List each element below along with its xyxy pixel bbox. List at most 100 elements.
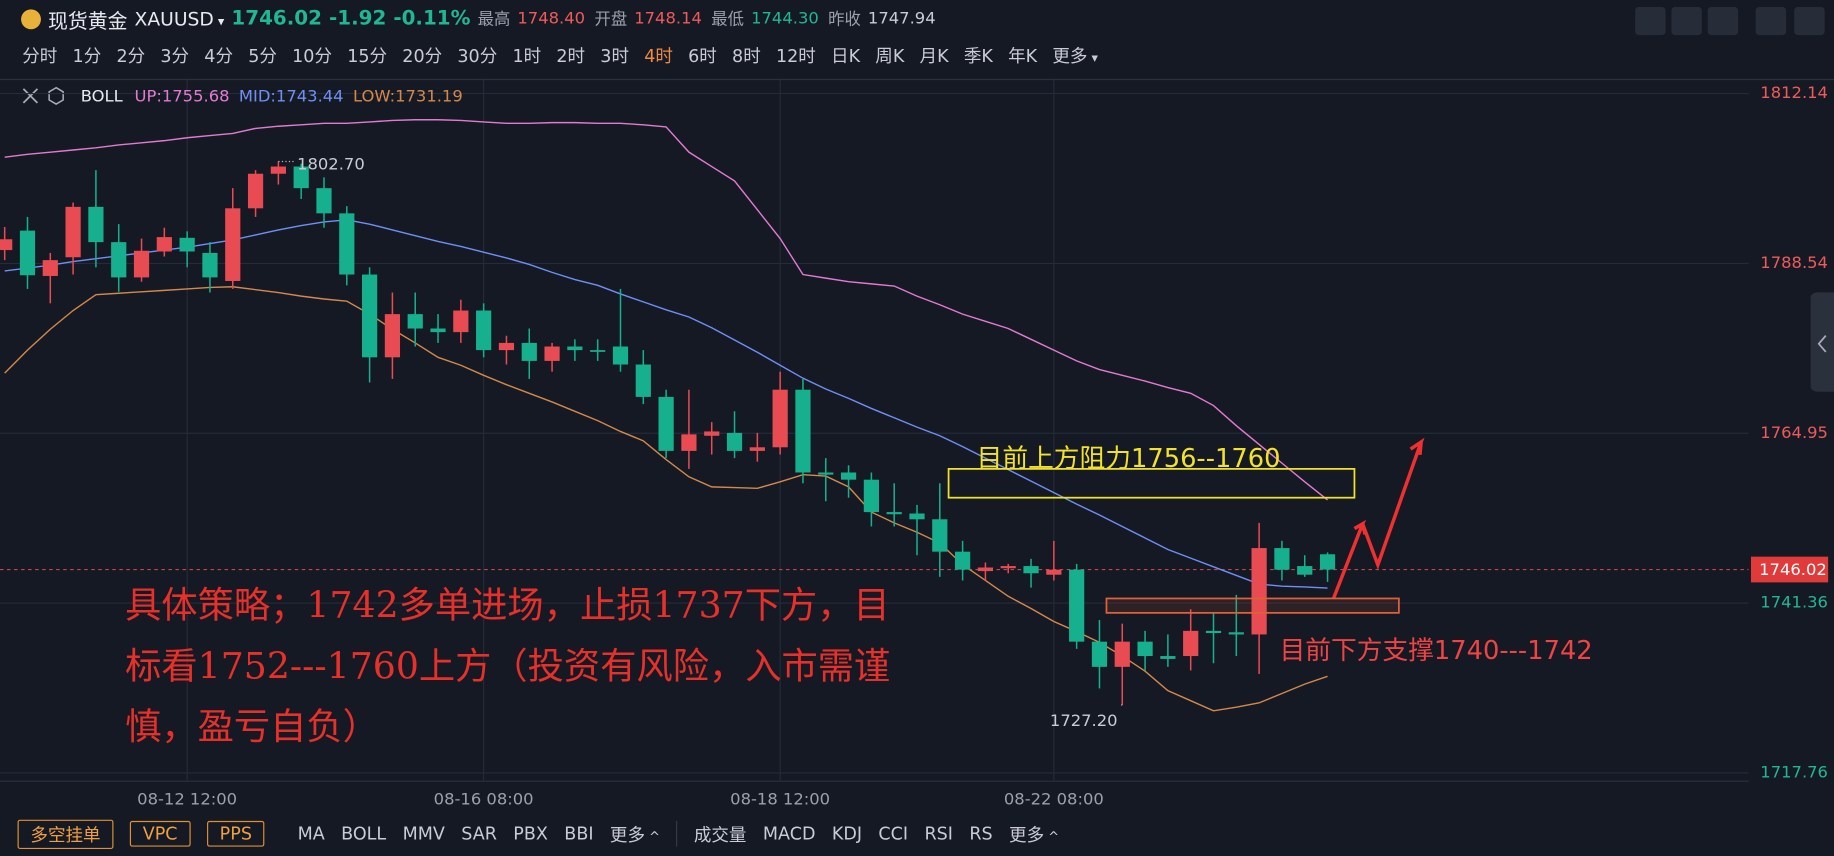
- timeframe[interactable]: 2分: [116, 45, 146, 67]
- indicator[interactable]: SAR: [461, 823, 497, 845]
- extreme-label: 1727.20: [1050, 711, 1118, 730]
- timeframe[interactable]: 12时: [775, 45, 816, 67]
- timeframe[interactable]: 更多: [1052, 43, 1098, 68]
- timeframe[interactable]: 3时: [600, 45, 629, 67]
- timeframe[interactable]: 8时: [732, 45, 761, 67]
- strategy-text: 具体策略；1742多单进场，止损1737下方，目: [125, 584, 890, 627]
- tool-icon[interactable]: [1635, 7, 1666, 36]
- plot: [0, 79, 1749, 782]
- close-icon[interactable]: [1794, 7, 1825, 36]
- timeframe[interactable]: 1分: [72, 45, 102, 67]
- tool-icon[interactable]: [1707, 7, 1739, 36]
- candle-body: [407, 314, 423, 329]
- y-tick-label: 1764.95: [1760, 423, 1828, 442]
- candle-body: [133, 250, 150, 278]
- indicator[interactable]: BOLL: [341, 823, 387, 845]
- candle-body: [179, 237, 195, 252]
- indicator[interactable]: 成交量: [693, 823, 747, 845]
- indicator[interactable]: KDJ: [831, 823, 863, 845]
- indicator[interactable]: BBI: [564, 823, 594, 845]
- candle-body: [1069, 569, 1085, 642]
- indicator-value: UP:1755.68: [135, 87, 230, 106]
- indicator[interactable]: RS: [969, 823, 993, 845]
- candle-body: [840, 472, 857, 480]
- candle-body: [1000, 566, 1016, 569]
- quote-change: -1.92: [328, 7, 387, 31]
- timeframe[interactable]: 年K: [1008, 45, 1038, 67]
- close-indicator[interactable]: [22, 88, 39, 104]
- stat-label: 最低: [711, 10, 745, 30]
- timeframe[interactable]: 4分: [204, 45, 233, 67]
- candle-body: [1091, 641, 1108, 667]
- x-tick-label: 08-18 12:00: [730, 789, 830, 808]
- timeframe[interactable]: 10分: [292, 45, 332, 67]
- candle-body: [270, 166, 286, 174]
- zone-label: 目前上方阻力1756--1760: [977, 444, 1281, 474]
- candle-body: [544, 346, 560, 361]
- timeframe[interactable]: 4时: [644, 45, 673, 67]
- candle-body: [977, 567, 994, 572]
- candle-body: [909, 513, 925, 520]
- candle-body: [1114, 641, 1130, 667]
- button[interactable]: VPC: [129, 820, 191, 847]
- candle-body: [681, 434, 697, 451]
- candle-body: [339, 213, 355, 275]
- indicator[interactable]: RSI: [924, 823, 953, 845]
- candle-body: [567, 346, 583, 351]
- candle-body: [658, 396, 674, 451]
- candle-body: [612, 346, 629, 365]
- candle-body: [293, 166, 309, 189]
- indicator-value: MID:1743.44: [239, 87, 344, 106]
- candle-body: [521, 342, 537, 361]
- timeframe[interactable]: 6时: [688, 45, 717, 67]
- timeframe[interactable]: 30分: [457, 45, 498, 67]
- settings-icon[interactable]: [48, 86, 64, 105]
- x-tick-label: 08-16 08:00: [434, 789, 534, 808]
- timeframe[interactable]: 3分: [160, 45, 190, 67]
- trend-arrow: [1331, 437, 1425, 600]
- stat-value: 1748.14: [634, 9, 702, 29]
- button[interactable]: PPS: [206, 820, 265, 847]
- timeframe[interactable]: 分时: [22, 45, 58, 67]
- tool-icon[interactable]: [1755, 7, 1787, 36]
- candle-body: [225, 208, 241, 282]
- quote-change_pct: -0.11%: [393, 7, 471, 31]
- indicator[interactable]: MMV: [402, 823, 445, 845]
- timeframe[interactable]: 季K: [963, 45, 993, 67]
- candle-body: [1046, 569, 1062, 575]
- candle-body: [453, 310, 469, 333]
- timeframe[interactable]: 20分: [402, 45, 443, 67]
- indicator[interactable]: MA: [297, 823, 325, 845]
- candle-body: [88, 206, 104, 243]
- timeframe[interactable]: 月K: [919, 45, 949, 67]
- timeframe[interactable]: 1时: [512, 45, 542, 67]
- candle-body: [42, 260, 58, 276]
- timeframe[interactable]: 周K: [875, 45, 905, 67]
- tool-icon[interactable]: [1671, 7, 1702, 36]
- coin-icon: [21, 8, 41, 29]
- more[interactable]: 更多: [1009, 822, 1059, 847]
- candle-body: [886, 512, 902, 515]
- price-zone: [947, 468, 1356, 499]
- candle-body: [498, 342, 515, 351]
- candle-body: [202, 252, 218, 278]
- button[interactable]: 多空挂单: [17, 819, 114, 849]
- candle-body: [818, 472, 834, 475]
- side-tab[interactable]: [1810, 292, 1834, 392]
- more[interactable]: 更多: [610, 822, 660, 847]
- indicator[interactable]: CCI: [878, 823, 909, 845]
- symbol[interactable]: XAUUSD: [135, 8, 225, 30]
- timeframe[interactable]: 日K: [831, 45, 861, 67]
- candle-body: [111, 242, 127, 278]
- timeframe[interactable]: 5分: [248, 45, 277, 67]
- indicator[interactable]: PBX: [513, 823, 548, 845]
- candle-body: [635, 364, 651, 397]
- indicator[interactable]: MACD: [762, 823, 816, 845]
- candle-body: [795, 389, 811, 473]
- x-tick-label: 08-22 08:00: [1004, 789, 1104, 808]
- timeframe[interactable]: 2时: [556, 45, 586, 67]
- timeframe[interactable]: 15分: [347, 45, 388, 67]
- candle-body: [1297, 566, 1313, 575]
